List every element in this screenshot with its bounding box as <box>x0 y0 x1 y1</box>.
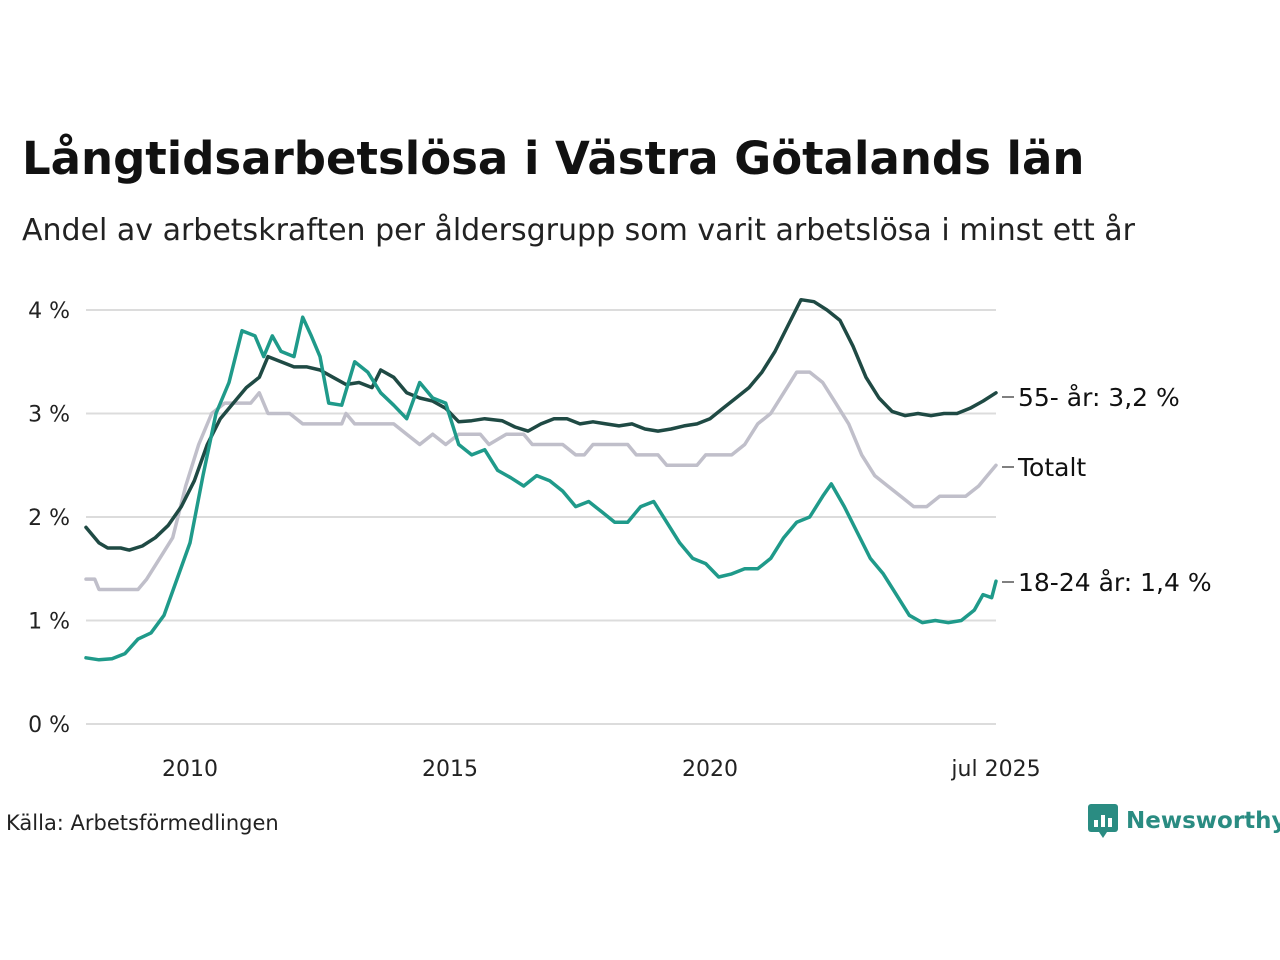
y-axis-ticks: 0 % 1 % 2 % 3 % 4 % <box>28 299 70 738</box>
x-axis-ticks: 2010 2015 2020 jul 2025 <box>162 757 1041 782</box>
series-end-labels: Totalt 55- år: 3,2 % 18-24 år: 1,4 % <box>1002 383 1212 597</box>
x-tick-label: 2020 <box>682 757 738 782</box>
chart-title: Långtidsarbetslösa i Västra Götalands lä… <box>22 132 1085 185</box>
y-tick-label: 1 % <box>28 610 70 635</box>
series-end-label: Totalt <box>1017 453 1086 482</box>
y-tick-label: 4 % <box>28 299 70 324</box>
brand-name: Newsworthy <box>1126 808 1280 834</box>
series-lines <box>84 297 998 662</box>
gridlines <box>86 309 996 725</box>
series-line <box>84 370 998 592</box>
series-end-label: 18-24 år: 1,4 % <box>1018 568 1212 597</box>
brand[interactable]: Newsworthy <box>1088 804 1280 838</box>
series-end-label: 55- år: 3,2 % <box>1018 383 1180 412</box>
y-tick-label: 0 % <box>28 713 70 738</box>
newsworthy-logo-icon <box>1088 804 1118 838</box>
series-line <box>84 297 998 552</box>
x-tick-label: 2015 <box>422 757 478 782</box>
y-tick-label: 2 % <box>28 506 70 531</box>
series-line <box>84 315 998 662</box>
source-note: Källa: Arbetsförmedlingen <box>6 811 279 835</box>
x-tick-label: 2010 <box>162 757 218 782</box>
chart-subtitle: Andel av arbetskraften per åldersgrupp s… <box>22 213 1135 248</box>
y-tick-label: 3 % <box>28 403 70 428</box>
x-tick-label: jul 2025 <box>950 757 1040 782</box>
